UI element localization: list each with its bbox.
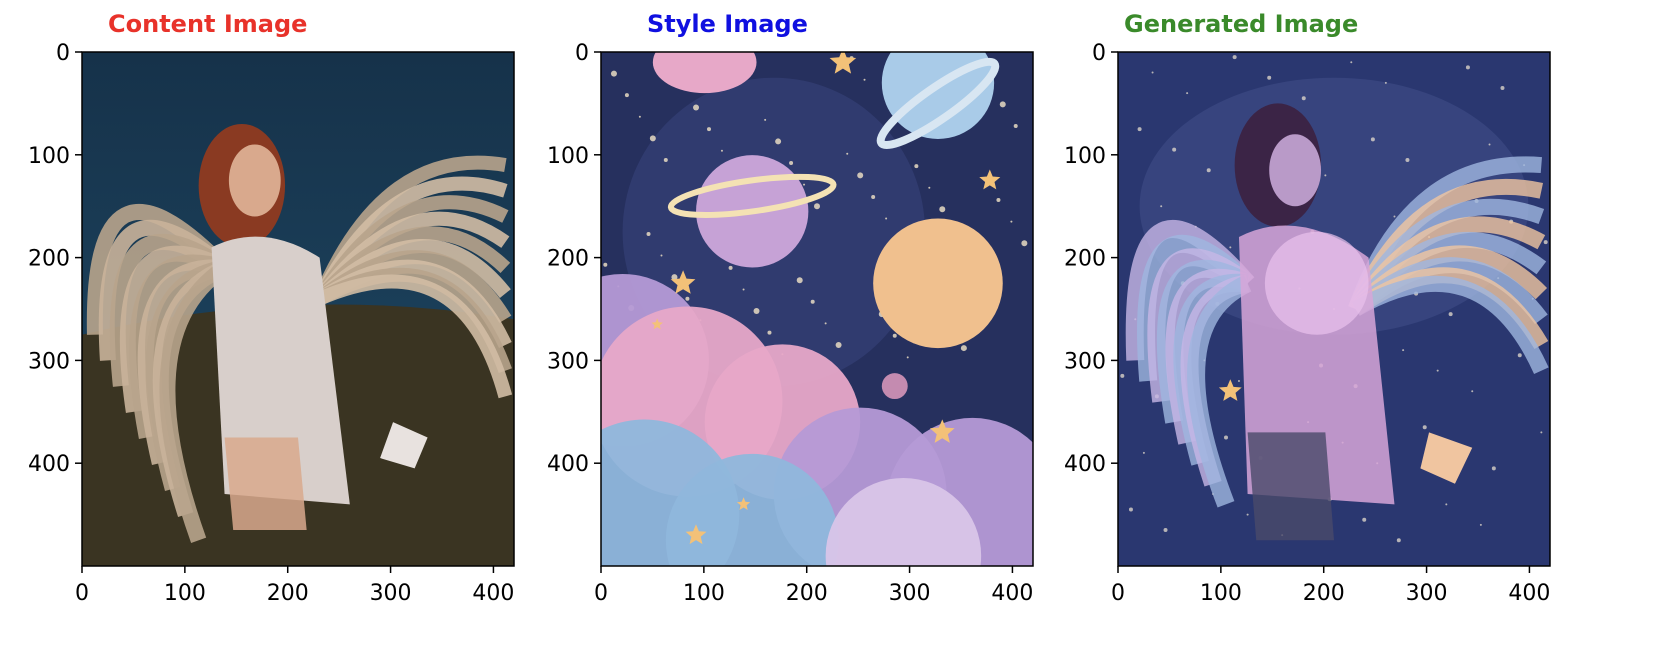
y-tick-label: 0 (575, 41, 589, 66)
axes-frame (1117, 51, 1551, 567)
x-tick-label: 200 (786, 581, 828, 606)
x-tick-label: 100 (164, 581, 206, 606)
y-tick-label: 100 (28, 144, 70, 169)
x-tick-label: 0 (594, 581, 608, 606)
panel-generated: Generated Image 0 100 200 300 400 0 100 200 300 4… (1036, 0, 1630, 661)
stars (651, 52, 1001, 545)
planet-blue (881, 52, 995, 139)
image-content (1118, 52, 1550, 566)
x-tick-label: 400 (472, 581, 514, 606)
x-tick-label: 300 (370, 581, 412, 606)
image-plot: 0 100 200 300 400 0 100 200 300 400 (1064, 41, 1551, 606)
x-tick-label: 300 (889, 581, 931, 606)
x-tick-label: 200 (1303, 581, 1345, 606)
left-wing (1125, 220, 1255, 508)
panel-style: Style Image 0 100 200 300 400 0 100 200 300 400 (518, 0, 1113, 661)
panel-title: Style Image (647, 10, 808, 38)
panel-title: Content Image (108, 10, 308, 38)
kneeling-figure (198, 123, 428, 531)
x-tick-label: 300 (1406, 581, 1448, 606)
planet-orange (873, 218, 1003, 349)
x-tick-label: 200 (267, 581, 309, 606)
right-wing (1348, 156, 1549, 374)
right-wing (313, 155, 513, 399)
y-tick-label: 400 (547, 452, 589, 477)
y-tick-label: 100 (547, 144, 589, 169)
image-content (601, 52, 1033, 566)
image-plot: 0 100 200 300 400 0 100 200 300 400 (547, 41, 1034, 606)
y-tick-label: 0 (1092, 41, 1106, 66)
axes-frame (81, 51, 515, 567)
y-tick-label: 400 (1064, 452, 1106, 477)
y-tick-label: 400 (28, 452, 70, 477)
y-tick-label: 200 (1064, 247, 1106, 272)
y-tick-label: 200 (547, 247, 589, 272)
x-tick-label: 100 (1200, 581, 1242, 606)
y-tick-label: 200 (28, 247, 70, 272)
axes-frame (600, 51, 1034, 567)
y-tick-label: 300 (547, 349, 589, 374)
panel-title: Generated Image (1124, 10, 1359, 38)
y-tick-label: 100 (1064, 144, 1106, 169)
x-tick-label: 100 (683, 581, 725, 606)
left-wing (86, 204, 231, 543)
x-tick-label: 0 (1111, 581, 1125, 606)
panel-content: Content Image 0 100 200 300 400 0 100 200 300 400 (0, 0, 594, 661)
y-tick-label: 300 (28, 349, 70, 374)
image-plot: 0 100 200 300 400 0 100 200 300 400 (28, 41, 515, 606)
clouds (601, 274, 1033, 566)
x-tick-label: 0 (75, 581, 89, 606)
y-tick-label: 0 (56, 41, 70, 66)
y-tick-label: 300 (1064, 349, 1106, 374)
stylized-figure (1234, 103, 1473, 541)
image-content (82, 52, 514, 566)
x-tick-label: 400 (991, 581, 1033, 606)
x-tick-label: 400 (1508, 581, 1550, 606)
